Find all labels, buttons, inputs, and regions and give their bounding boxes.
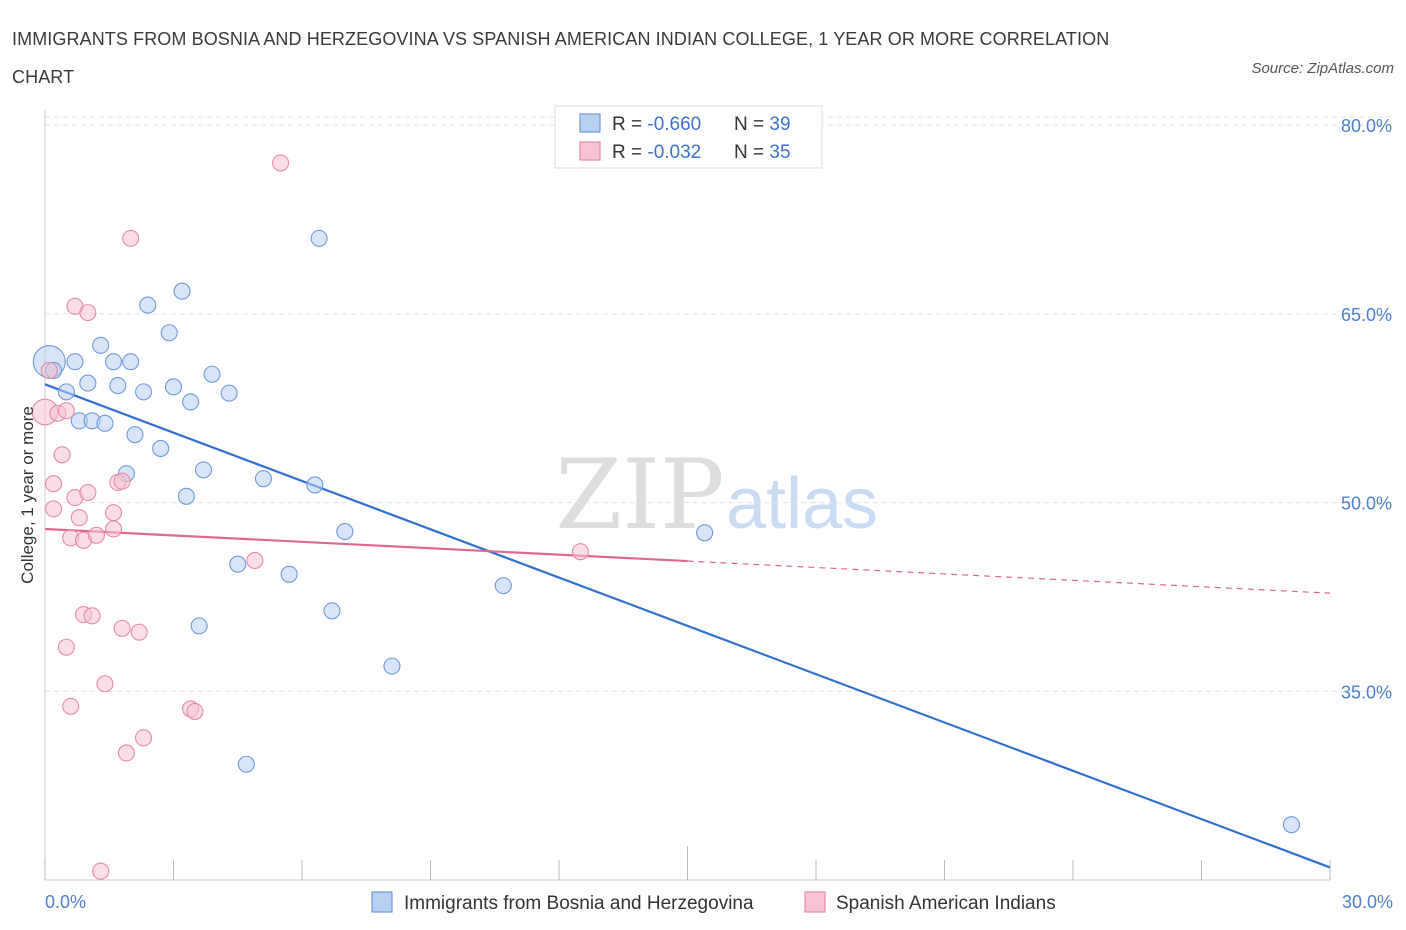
blue-data-point: [122, 353, 140, 371]
blue-data-point: [237, 755, 255, 773]
pink-data-point: [130, 623, 148, 641]
blue-data-point: [109, 377, 127, 395]
pink-data-point: [57, 402, 75, 420]
blue-data-point: [194, 461, 213, 479]
blue-data-point: [139, 296, 157, 314]
blue-data-point: [306, 476, 324, 494]
pink-data-point: [92, 862, 110, 880]
pink-data-point: [117, 744, 135, 762]
blue-data-point: [323, 602, 341, 620]
legend-r-label-1: R =: [612, 114, 647, 135]
blue-data-point: [336, 522, 354, 541]
blue-data-point: [203, 365, 221, 383]
series-legend: Immigrants from Bosnia and Herzegovina S…: [371, 891, 1056, 914]
pink-data-point: [70, 509, 88, 527]
series-legend-swatch-blue: [371, 891, 393, 913]
pink-data-point: [104, 504, 123, 522]
blue-trend-line: [44, 383, 1331, 869]
y-tick-label: 35.0%: [1341, 682, 1392, 702]
blue-data-point: [104, 353, 123, 371]
series-legend-swatch-pink: [804, 891, 826, 913]
blue-data-point: [96, 414, 114, 432]
pink-data-point: [246, 551, 264, 570]
blue-data-point: [177, 487, 195, 505]
y-axis-label: College, 1 year or more: [18, 406, 37, 584]
blue-data-point: [57, 383, 75, 401]
blue-data-point: [220, 384, 238, 402]
pink-data-point: [45, 500, 63, 518]
pink-data-point: [57, 638, 75, 656]
blue-data-point: [152, 439, 170, 458]
svg-text:R = -0.032: R = -0.032: [612, 142, 701, 163]
pink-data-point: [40, 361, 58, 380]
legend-n-value-2: 35: [769, 142, 790, 163]
tick-labels: 35.0% 50.0% 65.0% 80.0% 0.0% 30.0%: [45, 116, 1393, 912]
pink-data-point: [571, 543, 589, 561]
pink-data-point: [79, 483, 97, 502]
blue-data-point: [92, 336, 110, 354]
pink-trend-extension: [687, 560, 1331, 594]
blue-data-point: [280, 565, 298, 583]
blue-data-point: [79, 374, 97, 392]
blue-data-point: [254, 470, 273, 488]
pink-data-point: [134, 729, 153, 747]
pink-data-point: [62, 697, 80, 715]
y-tick-label: 65.0%: [1341, 305, 1392, 325]
legend-r-label-2: R =: [612, 142, 647, 163]
pink-data-point: [87, 526, 105, 544]
blue-data-point: [134, 383, 153, 401]
blue-data-point: [164, 378, 183, 396]
blue-data-point: [1282, 816, 1300, 834]
pink-data-point: [96, 675, 114, 693]
watermark-atlas: atlas: [726, 464, 878, 544]
blue-data-point: [229, 555, 247, 573]
pink-data-point: [104, 520, 123, 538]
blue-data-point: [182, 393, 200, 411]
x-tick-label-max: 30.0%: [1342, 892, 1393, 912]
pink-data-point: [53, 446, 71, 464]
source-label: Source: ZipAtlas.com: [1251, 60, 1394, 77]
grid-lines: [45, 116, 1392, 692]
data-points: [31, 154, 1300, 880]
blue-data-point: [66, 353, 84, 371]
legend-n-value-1: 39: [769, 114, 790, 135]
svg-text:N = 35: N = 35: [734, 142, 791, 163]
blue-data-point: [383, 657, 401, 675]
pink-data-point: [186, 702, 204, 720]
x-tick-label-min: 0.0%: [45, 892, 86, 912]
series-legend-label-blue: Immigrants from Bosnia and Herzegovina: [404, 893, 754, 914]
blue-data-point: [160, 324, 178, 342]
pink-data-point: [113, 472, 131, 490]
y-tick-label: 50.0%: [1341, 494, 1392, 514]
correlation-legend: R = -0.660 N = 39 R = -0.032 N = 35: [554, 105, 823, 169]
pink-data-point: [45, 475, 63, 493]
pink-data-point: [272, 154, 290, 172]
pink-data-point: [79, 304, 97, 322]
legend-n-label-2: N =: [734, 142, 769, 163]
blue-data-point: [190, 617, 208, 635]
svg-text:N = 39: N = 39: [734, 114, 791, 135]
legend-r-value-1: -0.660: [647, 114, 701, 135]
y-tick-label: 80.0%: [1341, 116, 1392, 136]
axes: [44, 110, 1331, 881]
series-legend-label-pink: Spanish American Indians: [836, 893, 1056, 914]
chart-title: IMMIGRANTS FROM BOSNIA AND HERZEGOVINA V…: [12, 29, 1110, 87]
blue-data-point: [696, 524, 714, 542]
pink-data-point: [113, 619, 131, 637]
legend-swatch-pink: [579, 141, 601, 161]
blue-data-point: [173, 282, 191, 300]
legend-r-value-2: -0.032: [647, 142, 701, 163]
legend-swatch-blue: [579, 113, 601, 133]
pink-data-point: [83, 607, 101, 625]
svg-text:R = -0.660: R = -0.660: [612, 114, 701, 135]
legend-n-label-1: N =: [734, 114, 769, 135]
blue-data-point: [310, 229, 328, 247]
blue-data-point: [494, 577, 512, 595]
blue-data-point: [126, 426, 144, 444]
pink-data-point: [122, 229, 140, 247]
